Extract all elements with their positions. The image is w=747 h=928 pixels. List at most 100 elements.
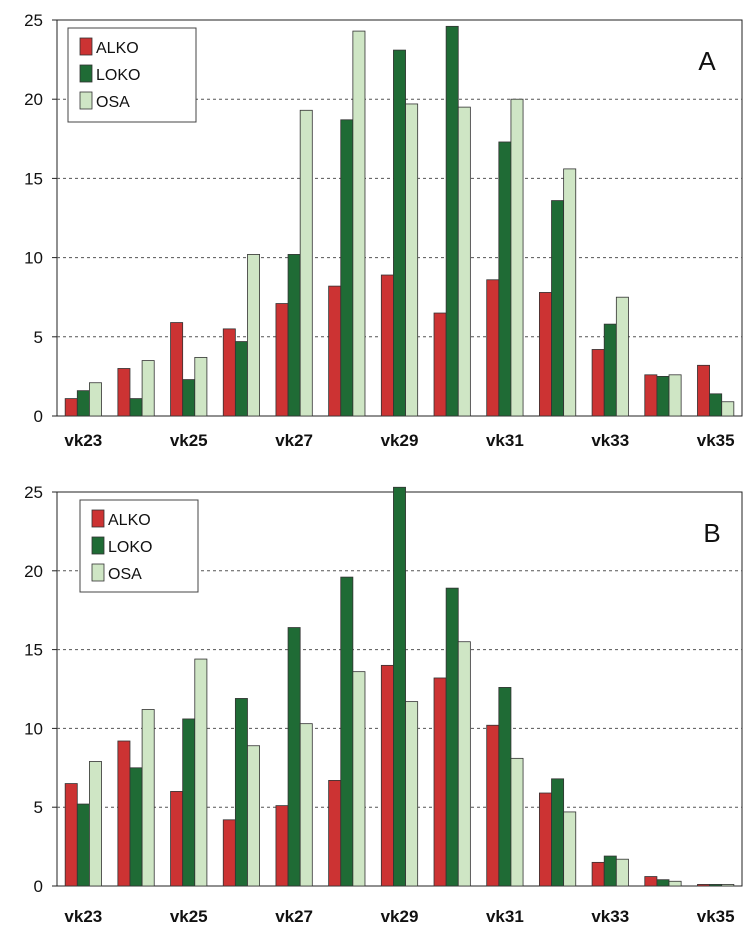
bar-alko-vk31: [486, 279, 500, 417]
y-tick-label: 20: [24, 90, 43, 109]
bar-loko-vk25: [182, 379, 196, 417]
legend-label-alko: ALKO: [108, 512, 151, 529]
bar-loko-vk34: [656, 879, 670, 887]
y-tick-label: 25: [24, 483, 43, 502]
bar-alko-vk26: [222, 328, 236, 417]
bar-alko-vk30: [433, 312, 447, 417]
bar-osa-vk33: [615, 296, 629, 417]
panel-label: A: [698, 46, 716, 76]
x-tick-label: vk33: [591, 907, 629, 926]
bar-loko-vk26: [234, 698, 248, 887]
bar-osa-vk33: [615, 858, 629, 887]
bar-alko-vk27: [275, 805, 289, 887]
bar-alko-vk25: [170, 322, 184, 417]
bar-loko-vk32: [551, 778, 565, 887]
bar-alko-vk32: [538, 792, 552, 887]
bar-loko-vk27: [287, 627, 301, 887]
bar-loko-vk23: [76, 390, 90, 417]
bar-alko-vk23: [64, 398, 78, 417]
bar-osa-vk27: [299, 723, 313, 887]
x-tick-label: vk27: [275, 907, 313, 926]
y-tick-label: 5: [34, 328, 43, 347]
legend-label-loko: LOKO: [96, 67, 140, 84]
bar-osa-vk24: [141, 709, 155, 887]
bar-loko-vk34: [656, 375, 670, 417]
x-tick-label: vk31: [486, 431, 524, 450]
legend-label-loko: LOKO: [108, 539, 152, 556]
x-tick-label: vk23: [64, 907, 102, 926]
y-tick-label: 15: [24, 169, 43, 188]
bar-loko-vk31: [498, 687, 512, 887]
x-tick-label: vk35: [697, 431, 735, 450]
bar-loko-vk26: [234, 341, 248, 417]
bar-alko-vk31: [486, 724, 500, 887]
bar-osa-vk29: [405, 701, 419, 887]
bar-osa-vk26: [247, 254, 261, 417]
y-tick-label: 5: [34, 798, 43, 817]
bar-loko-vk29: [393, 486, 406, 887]
bar-loko-vk31: [498, 141, 512, 417]
bar-loko-vk27: [287, 254, 301, 417]
legend-swatch-loko: [91, 536, 105, 555]
bar-alko-vk29: [380, 664, 394, 887]
y-tick-label: 10: [24, 249, 43, 268]
bar-loko-vk33: [603, 855, 617, 887]
bar-loko-vk33: [603, 323, 617, 417]
bar-osa-vk23: [89, 382, 102, 417]
bar-osa-vk31: [510, 757, 524, 887]
bar-loko-vk25: [182, 718, 196, 887]
bar-alko-vk35: [697, 884, 710, 887]
bar-alko-vk30: [433, 677, 447, 887]
bar-osa-vk25: [194, 356, 208, 417]
bar-osa-vk30: [457, 641, 471, 887]
y-tick-label: 10: [24, 719, 43, 738]
bar-osa-vk25: [194, 658, 208, 887]
bar-alko-vk32: [538, 292, 552, 417]
bar-osa-vk32: [563, 168, 577, 417]
bar-osa-vk28: [352, 671, 366, 887]
y-tick-label: 25: [24, 11, 43, 30]
bar-alko-vk34: [644, 374, 658, 417]
y-tick-label: 15: [24, 641, 43, 660]
y-tick-label: 0: [34, 877, 43, 896]
bar-osa-vk35: [721, 401, 735, 417]
legend-label-osa: OSA: [96, 94, 130, 111]
bar-alko-vk34: [644, 876, 658, 887]
bar-alko-vk33: [591, 349, 605, 417]
x-tick-label: vk27: [275, 431, 313, 450]
legend-swatch-osa: [79, 91, 93, 110]
bar-osa-vk23: [89, 761, 102, 887]
legend-swatch-osa: [91, 563, 105, 582]
bar-alko-vk24: [117, 740, 131, 887]
panel-label: B: [703, 518, 720, 548]
bar-alko-vk27: [275, 303, 289, 417]
bar-loko-vk30: [445, 587, 459, 887]
x-tick-label: vk33: [591, 431, 629, 450]
legend-swatch-alko: [91, 509, 105, 528]
bar-osa-vk34: [668, 880, 682, 887]
chart-panel-b: 0 5 10 15 20 25 vk23 vk25 vk27 vk29 vk31 vk33 vk35 AL…: [24, 483, 743, 926]
bar-osa-vk24: [141, 360, 155, 417]
bar-osa-vk30: [457, 106, 471, 417]
bar-alko-vk28: [328, 285, 342, 417]
bar-osa-vk31: [510, 98, 524, 417]
legend-swatch-loko: [79, 64, 93, 83]
bar-alko-vk26: [222, 819, 236, 887]
bar-alko-vk23: [64, 783, 78, 887]
legend-swatch-alko: [79, 37, 93, 56]
bar-loko-vk24: [129, 767, 143, 887]
legend-label-alko: ALKO: [96, 40, 139, 57]
bar-loko-vk28: [340, 576, 354, 887]
bar-loko-vk29: [393, 49, 406, 417]
bar-osa-vk35: [721, 884, 735, 887]
x-tick-label: vk29: [381, 907, 419, 926]
bar-osa-vk29: [405, 103, 419, 417]
bar-loko-vk35: [709, 393, 723, 417]
legend: ALKO LOKO OSA: [67, 27, 197, 123]
x-tick-label: vk35: [697, 907, 735, 926]
bar-alko-vk24: [117, 368, 131, 417]
bar-loko-vk30: [445, 25, 459, 417]
bar-osa-vk27: [299, 109, 313, 417]
